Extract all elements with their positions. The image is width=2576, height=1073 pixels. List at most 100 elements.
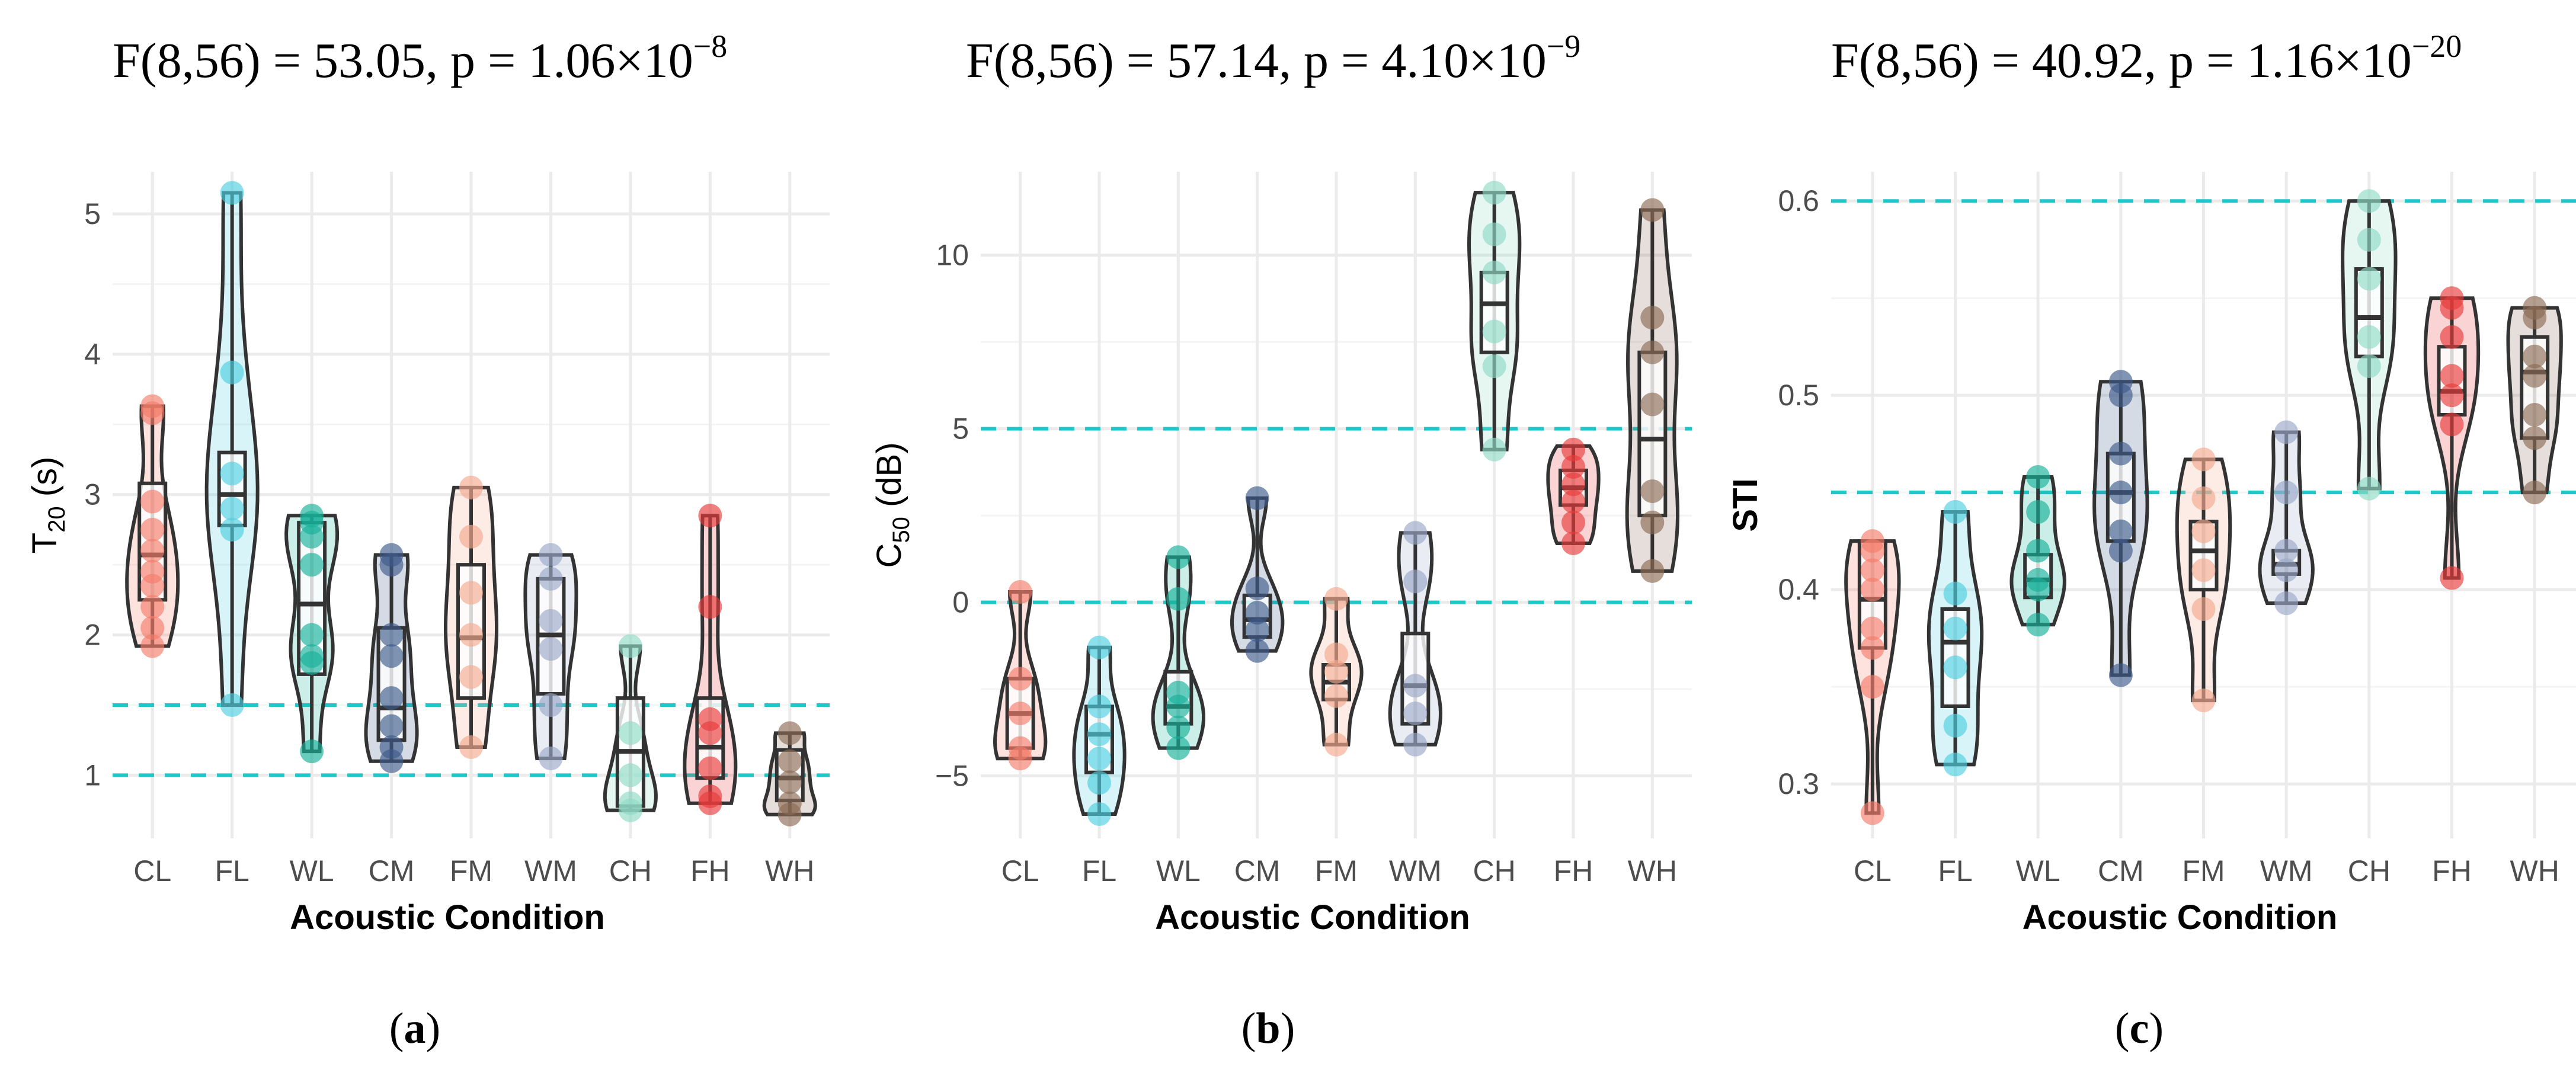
series-CL: [1844, 529, 1901, 825]
data-point-FM: [459, 581, 483, 605]
data-point-FL: [1943, 616, 1967, 640]
data-point-FM: [1324, 659, 1348, 684]
data-point-FM: [2191, 597, 2216, 621]
data-point-CH: [2357, 476, 2381, 501]
y-tick-label: 0.5: [1778, 379, 1819, 412]
data-point-CL: [1008, 702, 1032, 726]
data-point-FH: [1561, 437, 1585, 462]
data-point-CL: [1860, 616, 1884, 640]
x-tick-label: WM: [524, 854, 577, 888]
data-point-FL: [1087, 771, 1111, 795]
data-point-WH: [1640, 340, 1665, 364]
panel-title: F(8,56) = 57.14, p = 4.10×10−9: [966, 28, 1580, 88]
data-point-CL: [1860, 558, 1884, 582]
data-point-WM: [1403, 702, 1428, 726]
data-point-WM: [539, 637, 563, 661]
data-point-FM: [2191, 688, 2216, 713]
series-CH: [2341, 189, 2398, 501]
data-point-WH: [1640, 392, 1665, 417]
data-point-FM: [1324, 642, 1348, 667]
data-point-CH: [618, 634, 642, 658]
data-point-CL: [140, 616, 165, 640]
data-point-FH: [1561, 472, 1585, 497]
x-axis-title: Acoustic Condition: [2023, 898, 2338, 937]
y-tick-label: 10: [936, 239, 969, 272]
data-point-WL: [1166, 736, 1191, 760]
data-point-CM: [379, 623, 404, 647]
data-point-WL: [300, 644, 324, 668]
data-point-WL: [1166, 680, 1191, 704]
data-point-CL: [140, 489, 165, 514]
y-axis-title-unit: (dB): [870, 442, 908, 517]
data-point-WM: [539, 608, 563, 633]
data-point-FL: [1087, 802, 1111, 826]
data-point-FH: [1561, 531, 1585, 555]
series-WL: [284, 504, 340, 764]
data-point-CH: [1482, 354, 1506, 379]
x-tick-label: CH: [2348, 854, 2391, 888]
x-axis-title: Acoustic Condition: [1155, 898, 1470, 937]
y-tick-label: 0.3: [1778, 767, 1819, 800]
data-point-CL: [140, 560, 165, 584]
data-point-WM: [1403, 521, 1428, 545]
data-point-CL: [140, 517, 165, 542]
data-point-WH: [2523, 426, 2547, 450]
x-tick-label: WL: [1156, 854, 1201, 888]
data-point-WL: [300, 739, 324, 764]
data-point-FL: [1943, 713, 1967, 738]
data-point-FH: [698, 707, 722, 731]
panel-c: 0.3 0.4 0.5 0.6 CL FL WL CM FM WM CH FH WH Acoustic C…: [1726, 28, 2576, 1053]
data-point-CM: [379, 714, 404, 738]
data-point-WH: [1640, 198, 1665, 222]
x-tick-label: FH: [690, 854, 730, 888]
data-point-CH: [618, 763, 642, 787]
series-WM: [1388, 521, 1443, 757]
data-point-WH: [2523, 296, 2547, 320]
panel-title-text: F(8,56) = 53.05, p = 1.06×10: [113, 33, 693, 88]
series-FH: [2423, 286, 2481, 590]
series-FL: [1927, 499, 1984, 777]
series-CH: [603, 634, 658, 822]
y-axis-title-unit: (s): [25, 457, 64, 507]
data-point-WL: [2026, 499, 2050, 524]
series-WM: [523, 543, 578, 770]
data-point-FH: [698, 784, 722, 808]
data-point-FM: [459, 475, 483, 499]
caption-close-paren: ): [1281, 1004, 1295, 1053]
x-tick-label: FM: [450, 854, 492, 888]
panel-b: −5 0 5 10 CL FL WL CM FM WM CH FH WH Acoustic Conditi…: [870, 28, 1692, 1053]
data-point-CL: [1008, 579, 1032, 604]
panel-title-exponent: −9: [1547, 28, 1580, 64]
panel-title-text: F(8,56) = 40.92, p = 1.16×10: [1831, 33, 2412, 88]
series-CM: [1230, 486, 1285, 663]
panel-caption: (c): [2115, 1004, 2164, 1053]
panel-caption: (b): [1241, 1004, 1295, 1053]
data-point-FL: [220, 517, 244, 542]
series-WL: [2009, 465, 2066, 637]
data-point-WM: [1403, 732, 1428, 757]
data-point-WM: [539, 693, 563, 717]
series-FM: [1309, 587, 1364, 757]
y-axis-title-main: STI: [1726, 478, 1765, 531]
x-tick-label: WL: [2016, 854, 2060, 888]
series-FM: [443, 475, 499, 760]
series-CM: [364, 543, 419, 773]
data-point-CH: [618, 791, 642, 815]
data-point-FM: [1324, 732, 1348, 757]
data-point-CM: [1245, 486, 1269, 510]
caption-letter: c: [2130, 1004, 2149, 1053]
data-point-WM: [2274, 539, 2299, 563]
data-point-CM: [1245, 618, 1269, 642]
data-point-WM: [2274, 481, 2299, 505]
data-point-WH: [2523, 344, 2547, 369]
data-point-WL: [2026, 465, 2050, 489]
data-point-CM: [379, 735, 404, 760]
data-point-FL: [220, 360, 244, 385]
data-point-FM: [2191, 519, 2216, 543]
data-point-CM: [2108, 539, 2133, 563]
x-tick-label: FM: [1315, 854, 1358, 888]
x-tick-label: CL: [1001, 854, 1039, 888]
x-axis-title: Acoustic Condition: [290, 898, 605, 937]
panel-caption: (a): [389, 1004, 440, 1053]
x-tick-label: CH: [1473, 854, 1516, 888]
